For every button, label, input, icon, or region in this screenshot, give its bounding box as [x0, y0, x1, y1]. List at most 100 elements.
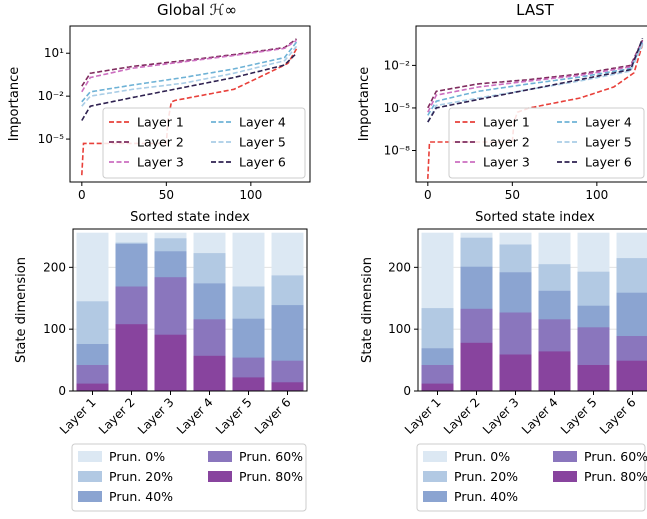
x-tick-label: Layer 6 [252, 395, 294, 437]
y-tick-label: 10⁻⁸ [384, 143, 411, 157]
y-axis-label: Importance [357, 67, 372, 142]
y-ticks: 10⁻⁵ 10⁻² 10¹ [38, 46, 70, 146]
legend-label: Layer 6 [239, 155, 286, 170]
legend-label: Layer 2 [483, 135, 530, 150]
bar [422, 384, 454, 391]
y-tick-label: 0 [403, 384, 411, 398]
legend-swatch [553, 451, 577, 462]
panel-title: LAST [516, 1, 554, 19]
legend: Layer 1 Layer 2 Layer 3 Layer 4 Layer 5 Layer… [449, 108, 644, 178]
x-tick-label: Layer 5 [213, 395, 255, 437]
legend-label: Prun. 80% [584, 469, 647, 484]
x-tick-label: 50 [159, 188, 174, 202]
x-tick-label: Layer 2 [441, 395, 483, 437]
legend-swatch [78, 451, 102, 462]
bar [233, 377, 265, 391]
x-tick-label: Layer 3 [480, 395, 522, 437]
legend-label: Prun. 60% [239, 449, 303, 464]
bar [116, 324, 148, 391]
bar [461, 343, 493, 391]
legend-label: Layer 5 [239, 135, 286, 150]
bar [194, 356, 226, 391]
legend-swatch [78, 491, 102, 502]
y-ticks: 0 100 200 [43, 260, 73, 398]
legend-swatch [78, 471, 102, 482]
bar-group [77, 233, 304, 391]
x-tick-label: Layer 5 [558, 395, 600, 437]
y-tick-label: 100 [388, 322, 411, 336]
x-axis-label: Sorted state index [130, 210, 250, 225]
legend-label: Prun. 0% [454, 449, 510, 464]
legend-label: Prun. 40% [109, 489, 173, 504]
x-tick-label: Layer 1 [57, 395, 99, 437]
bar [77, 384, 109, 391]
bar [617, 361, 647, 391]
x-tick-label: 0 [424, 188, 432, 202]
x-tick-label: 100 [239, 188, 262, 202]
legend-label: Layer 2 [137, 135, 184, 150]
bar-group [422, 233, 647, 391]
bar [155, 335, 187, 391]
legend-swatch [553, 471, 577, 482]
legend-label: Layer 3 [137, 155, 184, 170]
x-ticks: 0 50 100 [78, 182, 262, 202]
y-tick-label: 10⁻² [38, 89, 65, 103]
legend-swatch [208, 471, 232, 482]
legend-label: Layer 5 [585, 135, 632, 150]
legend-swatch [423, 471, 447, 482]
y-axis-label: State dimension [14, 257, 29, 363]
y-ticks: 0 100 200 [388, 260, 418, 398]
y-ticks: 10⁻⁸10⁻⁵10⁻² [384, 58, 416, 157]
y-tick-label: 200 [388, 260, 411, 274]
y-axis-label: State dimension [360, 257, 375, 363]
bar [272, 382, 304, 391]
x-tick-label: 50 [505, 188, 520, 202]
bar [539, 351, 571, 391]
legend-label: Prun. 80% [239, 469, 303, 484]
legend: Prun. 0%Prun. 20%Prun. 40%Prun. 60%Prun.… [72, 444, 306, 511]
series-line [428, 40, 643, 108]
series-line [428, 41, 643, 112]
y-tick-label: 100 [43, 322, 66, 336]
legend-label: Prun. 60% [584, 449, 647, 464]
bar [500, 355, 532, 392]
legend-label: Layer 6 [585, 155, 632, 170]
y-axis-label: Importance [7, 67, 22, 142]
legend-label: Prun. 40% [454, 489, 518, 504]
legend-label: Layer 4 [239, 115, 286, 130]
x-tick-label: Layer 1 [402, 395, 444, 437]
x-tick-label: Layer 2 [96, 395, 138, 437]
x-tick-label: 0 [78, 188, 86, 202]
legend-label: Prun. 20% [454, 469, 518, 484]
panel-title: Global ℋ∞ [157, 1, 237, 19]
y-tick-label: 10⁻⁵ [384, 101, 411, 115]
legend-swatch [423, 451, 447, 462]
bar [578, 365, 610, 391]
x-tick-label: Layer 6 [597, 395, 639, 437]
y-tick-label: 10⁻⁵ [38, 132, 65, 146]
x-tick-label: Layer 4 [519, 395, 561, 437]
legend-label: Prun. 0% [109, 449, 165, 464]
x-tick-label: Layer 3 [135, 395, 177, 437]
legend-swatch [423, 491, 447, 502]
y-tick-label: 0 [58, 384, 66, 398]
legend-swatch [208, 451, 232, 462]
x-ticks: 0 50 100 [424, 182, 608, 202]
y-tick-label: 10¹ [44, 46, 64, 60]
series-line [428, 43, 643, 116]
y-tick-label: 200 [43, 260, 66, 274]
legend-label: Layer 4 [585, 115, 632, 130]
legend-label: Layer 3 [483, 155, 530, 170]
legend-label: Layer 1 [483, 115, 530, 130]
x-axis-label: Sorted state index [475, 210, 595, 225]
x-tick-label: 100 [585, 188, 608, 202]
legend: Prun. 0% Prun. 20% Prun. 40% Prun. 60% Prun.… [417, 444, 647, 511]
